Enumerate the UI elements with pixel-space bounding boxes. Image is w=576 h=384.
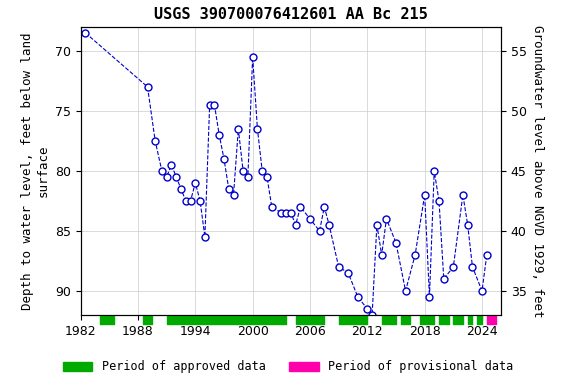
Legend: Period of approved data, Period of provisional data: Period of approved data, Period of provi… <box>58 356 518 378</box>
Title: USGS 390700076412601 AA Bc 215: USGS 390700076412601 AA Bc 215 <box>154 7 428 22</box>
Y-axis label: Groundwater level above NGVD 1929, feet: Groundwater level above NGVD 1929, feet <box>530 25 544 317</box>
Y-axis label: Depth to water level, feet below land
surface: Depth to water level, feet below land su… <box>21 32 50 310</box>
